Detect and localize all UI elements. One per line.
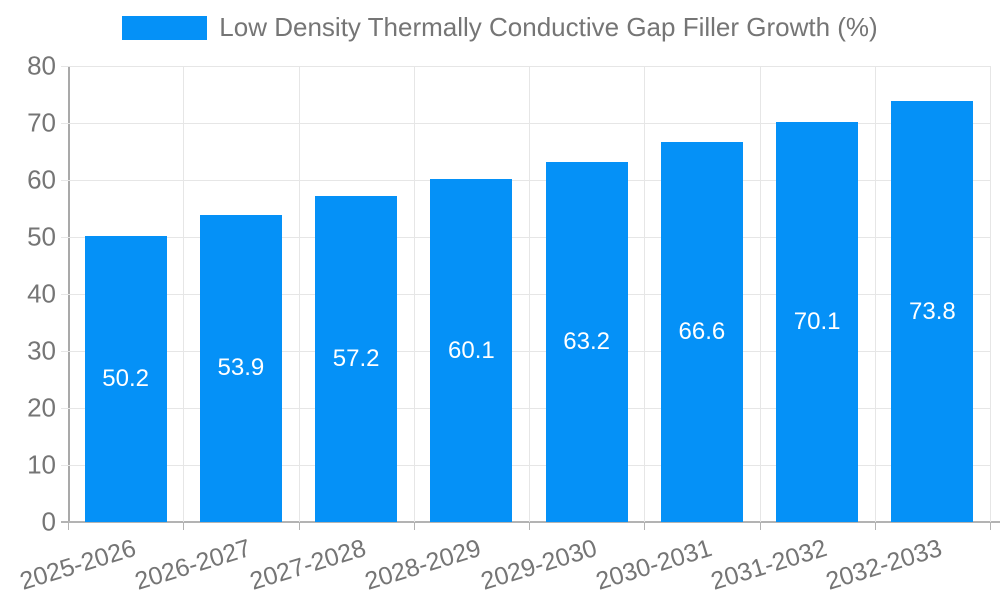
plot-area: 0 10 20 30 40 50 60 70 80 50.2 2025-2026 53.9 2026-2… (16, 51, 1000, 596)
x-axis-tick (990, 522, 991, 530)
gridline-x (644, 66, 646, 522)
gridline-x (298, 66, 300, 522)
bar-value-label: 66.6 (678, 318, 726, 346)
bar-value-label: 57.2 (332, 344, 380, 372)
bar[interactable]: 70.1 (776, 122, 859, 522)
gridline-y (61, 66, 990, 67)
gridline-y (61, 408, 990, 409)
gridline-y (61, 237, 990, 238)
legend-swatch (122, 15, 208, 40)
gridline-y (61, 294, 990, 295)
bar[interactable]: 73.8 (891, 101, 974, 522)
gridline-x (874, 66, 876, 522)
bar-value-label: 50.2 (102, 364, 149, 392)
y-tick-label: 10 (27, 449, 56, 480)
bar-value-label: 73.8 (909, 297, 956, 325)
bar[interactable]: 53.9 (199, 214, 282, 522)
x-axis-tick (874, 522, 876, 530)
x-axis-tick (298, 522, 300, 530)
y-tick-label: 0 (41, 506, 56, 537)
bar-value-label: 63.2 (563, 327, 610, 355)
gridline-y (61, 180, 990, 181)
gridline-x (413, 66, 415, 522)
bar[interactable]: 50.2 (84, 235, 167, 522)
bar[interactable]: 57.2 (315, 195, 398, 522)
y-tick-label: 80 (27, 50, 56, 81)
bar-value-label: 60.1 (448, 336, 495, 364)
x-axis-tick (183, 522, 185, 530)
bar[interactable]: 63.2 (545, 161, 628, 522)
gridline-x (183, 66, 185, 522)
legend-label: Low Density Thermally Conductive Gap Fil… (219, 12, 878, 42)
bar[interactable]: 60.1 (430, 179, 513, 522)
x-axis-tick (759, 522, 761, 530)
gridline-x (759, 66, 761, 522)
gridline-x (990, 66, 991, 522)
x-axis-tick (68, 522, 69, 530)
gridline-y (61, 465, 990, 466)
bar-value-label: 70.1 (793, 308, 841, 336)
y-tick-label: 60 (27, 164, 56, 195)
y-tick-label: 20 (27, 392, 56, 423)
gridline-y (61, 123, 990, 124)
gridline-x (529, 66, 530, 522)
bar[interactable]: 66.6 (660, 142, 743, 522)
x-axis-tick (529, 522, 530, 530)
y-tick-label: 50 (27, 221, 56, 252)
x-axis-tick (644, 522, 646, 530)
y-tick-label: 30 (27, 335, 56, 366)
y-tick-label: 40 (27, 278, 56, 309)
chart-legend[interactable]: Low Density Thermally Conductive Gap Fil… (0, 12, 1000, 43)
bar-value-label: 53.9 (217, 354, 265, 382)
x-axis-tick (413, 522, 415, 530)
gridline-y (61, 351, 990, 352)
x-axis-line (61, 521, 1000, 523)
y-tick-label: 70 (27, 107, 56, 138)
